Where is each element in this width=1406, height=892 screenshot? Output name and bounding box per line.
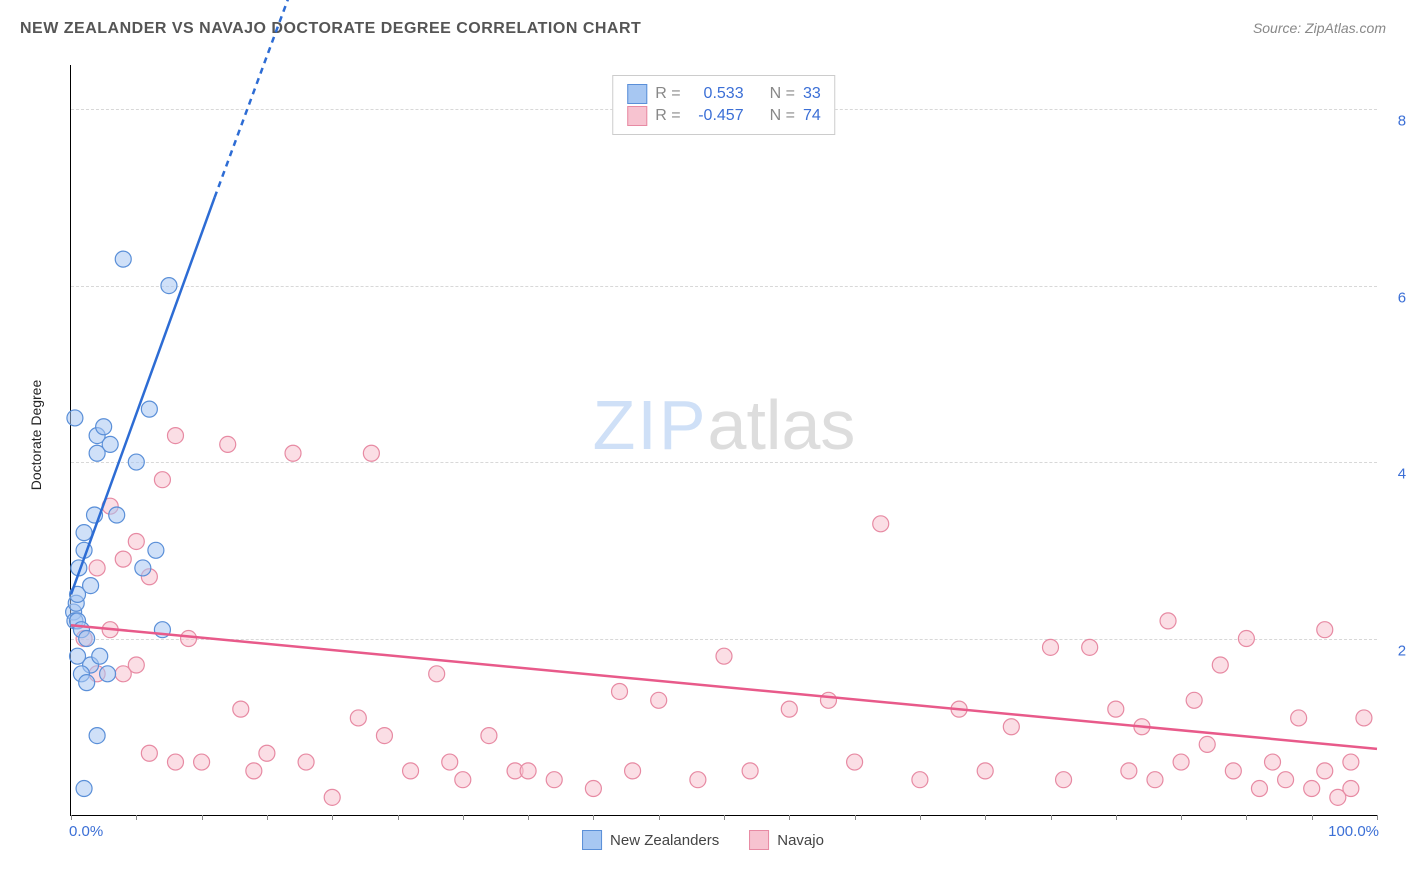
x-tick	[1312, 815, 1313, 820]
y-tick-label: 2.0%	[1382, 642, 1406, 659]
chart-title: NEW ZEALANDER VS NAVAJO DOCTORATE DEGREE…	[20, 20, 641, 38]
x-tick	[1377, 815, 1378, 820]
r-label: R =	[655, 85, 680, 103]
x-tick	[463, 815, 464, 820]
x-tick	[593, 815, 594, 820]
r-value-nz: 0.533	[689, 85, 744, 103]
x-tick	[659, 815, 660, 820]
x-tick	[920, 815, 921, 820]
x-tick	[724, 815, 725, 820]
x-tick	[789, 815, 790, 820]
x-tick	[332, 815, 333, 820]
swatch-nz-icon	[627, 84, 647, 104]
x-tick	[985, 815, 986, 820]
x-max-label: 100.0%	[1328, 823, 1379, 840]
chart-container: Doctorate Degree ZIPatlas 2.0%4.0%6.0%8.…	[20, 55, 1386, 855]
correlation-legend: R = 0.533 N = 33 R = -0.457 N = 74	[612, 75, 835, 135]
x-tick	[1246, 815, 1247, 820]
x-tick	[855, 815, 856, 820]
n-label: N =	[770, 85, 795, 103]
r-value-navajo: -0.457	[689, 107, 744, 125]
x-tick	[398, 815, 399, 820]
legend-label-navajo: Navajo	[777, 832, 824, 849]
series-legend: New Zealanders Navajo	[582, 830, 824, 850]
x-tick	[1051, 815, 1052, 820]
scatter-plot-svg	[71, 65, 1377, 815]
y-axis-label: Doctorate Degree	[28, 380, 44, 491]
swatch-nz-icon	[582, 830, 602, 850]
y-tick-label: 4.0%	[1382, 466, 1406, 483]
x-tick	[136, 815, 137, 820]
y-tick-label: 8.0%	[1382, 113, 1406, 130]
n-label: N =	[770, 107, 795, 125]
legend-item-nz: New Zealanders	[582, 830, 719, 850]
x-tick	[71, 815, 72, 820]
legend-row-navajo: R = -0.457 N = 74	[627, 106, 820, 126]
swatch-navajo-icon	[627, 106, 647, 126]
source-label: Source: ZipAtlas.com	[1253, 20, 1386, 36]
x-tick	[267, 815, 268, 820]
legend-item-navajo: Navajo	[749, 830, 824, 850]
n-value-navajo: 74	[803, 107, 821, 125]
legend-label-nz: New Zealanders	[610, 832, 719, 849]
r-label: R =	[655, 107, 680, 125]
n-value-nz: 33	[803, 85, 821, 103]
y-tick-label: 6.0%	[1382, 289, 1406, 306]
x-tick	[1116, 815, 1117, 820]
plot-area: ZIPatlas 2.0%4.0%6.0%8.0% R = 0.533 N = …	[70, 65, 1377, 816]
x-min-label: 0.0%	[69, 823, 103, 840]
swatch-navajo-icon	[749, 830, 769, 850]
x-tick	[1181, 815, 1182, 820]
x-tick	[202, 815, 203, 820]
legend-row-nz: R = 0.533 N = 33	[627, 84, 820, 104]
x-tick	[528, 815, 529, 820]
